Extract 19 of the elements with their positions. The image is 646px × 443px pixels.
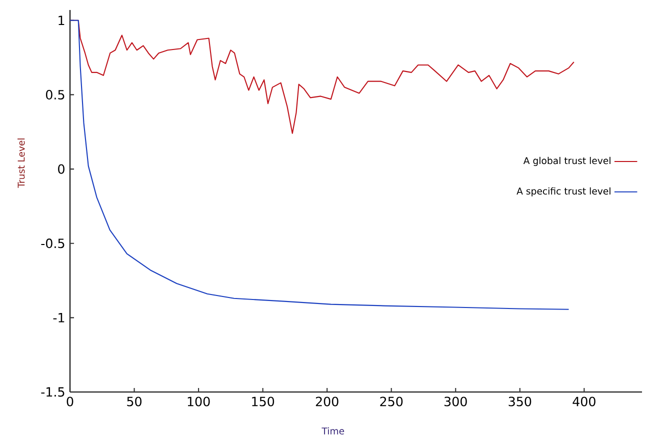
x-tick-label: 300 [444,396,467,406]
x-tick-label: 150 [252,396,274,406]
y-tick-label: -1.5 [41,387,64,397]
x-tick-label: 50 [127,396,142,406]
y-tick-label: 0.5 [46,90,64,100]
legend-label: A specific trust level [516,187,610,196]
x-tick-label: 350 [508,396,532,406]
x-axis-title: Time [322,427,344,434]
x-tick-label: 100 [188,396,210,406]
y-tick-label: 1 [58,16,64,26]
y-tick-label: -0.5 [41,238,64,248]
legend-label: A global trust level [523,156,610,166]
y-tick-label: -1 [53,313,64,322]
x-tick-label: 0 [66,396,74,406]
x-tick-label: 400 [572,396,596,406]
x-tick-label: 250 [380,396,403,406]
y-tick-label: 0 [58,164,64,174]
y-axis-title: Trust Level [18,138,25,188]
x-tick-label: 200 [316,396,338,406]
